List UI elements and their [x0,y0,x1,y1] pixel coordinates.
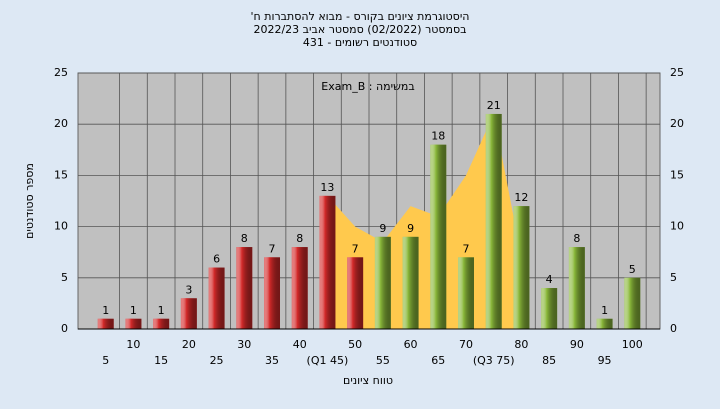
value-label: 1 [601,304,608,317]
x-tick-label: 70 [459,338,473,351]
x-tick-label: 30 [237,338,251,351]
value-label: 4 [546,273,553,286]
bar-shade [319,195,336,329]
x-tick-label: (Q3 75) [473,354,515,367]
bar-shade [485,113,502,330]
bar-shade [153,318,170,329]
y-axis-label: מספר סטודנטים [23,163,36,239]
value-label: 13 [320,181,334,194]
bar-shade [97,318,114,329]
x-tick-label: 60 [404,338,418,351]
bar-shade [624,277,641,329]
bar-shade [430,144,447,329]
x-tick-label: 90 [570,338,584,351]
y-tick-label: 15 [54,168,68,181]
value-label: 8 [573,232,580,245]
y-tick-label-right: 25 [670,66,684,79]
value-label: 21 [487,99,501,112]
value-label: 1 [102,304,109,317]
bar-shade [568,247,585,329]
x-tick-label: 35 [265,354,279,367]
x-tick-label: 20 [182,338,196,351]
y-tick-label-right: 5 [670,271,677,284]
x-tick-label: 15 [154,354,168,367]
x-tick-label: 95 [598,354,612,367]
y-tick-label: 10 [54,220,68,233]
bar-shade [180,298,197,329]
x-tick-label: 5 [102,354,109,367]
value-label: 5 [629,263,636,276]
value-label: 1 [130,304,137,317]
value-label: 9 [379,222,386,235]
bar-shade [541,288,558,329]
y-tick-label-right: 15 [670,168,684,181]
bar-shade [125,318,142,329]
bar-shade [596,318,613,329]
bar-shade [347,257,364,329]
y-tick-label-right: 10 [670,220,684,233]
x-tick-label: (Q1 45) [307,354,349,367]
x-tick-label: 80 [514,338,528,351]
x-tick-label: 100 [622,338,643,351]
bar-shade [236,247,253,329]
y-tick-label: 25 [54,66,68,79]
x-tick-label: 55 [376,354,390,367]
value-label: 12 [514,191,528,204]
value-label: 3 [185,283,192,296]
value-label: 1 [158,304,165,317]
bar-shade [374,236,391,329]
chart-title: היסטוגרמת ציונים בקורס - מבוא להסתברות ח… [251,10,470,23]
value-label: 18 [431,130,445,143]
bar-shade [208,267,225,329]
y-tick-label-right: 0 [670,322,677,335]
value-label: 9 [407,222,414,235]
bar-shade [291,247,308,329]
y-tick-label: 20 [54,117,68,130]
bar-shade [402,236,419,329]
x-tick-label: 25 [210,354,224,367]
value-label: 7 [463,242,470,255]
x-axis-label: טווח ציונים [343,374,393,387]
x-tick-label: 50 [348,338,362,351]
value-label: 6 [213,253,220,266]
x-tick-label: 40 [293,338,307,351]
bar-shade [458,257,474,329]
x-tick-label: 85 [542,354,556,367]
chart-subtitle: בסמסטר (02/2022) סמסטר אביב 2022/23 [253,23,466,36]
x-tick-label: 10 [126,338,140,351]
bar-shade [513,206,530,329]
value-label: 8 [296,232,303,245]
annotation: במשימה : Exam_B [321,80,414,93]
x-tick-label: 65 [431,354,445,367]
value-label: 7 [269,242,276,255]
y-tick-label-right: 20 [670,117,684,130]
value-label: 7 [352,242,359,255]
y-tick-label: 0 [61,322,68,335]
y-tick-label: 5 [61,271,68,284]
chart-subtitle: סטודנטים רשומים - 431 [303,36,417,49]
value-label: 8 [241,232,248,245]
bar-shade [264,257,280,329]
